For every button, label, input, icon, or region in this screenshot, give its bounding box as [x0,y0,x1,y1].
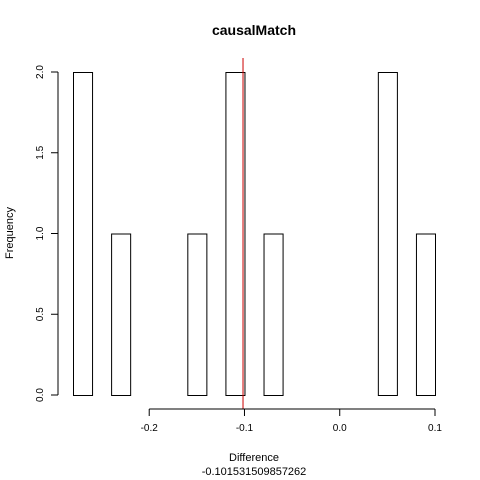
histogram-bar [263,233,284,396]
y-tick-label: 0.5 [35,307,46,321]
histogram-bar [225,72,246,396]
x-axis: -0.2 -0.1 0.0 0.1 [141,408,442,434]
histogram-bar [111,233,132,396]
y-axis-label: Frequency [4,207,16,259]
x-axis-subtitle: -0.101531509857262 [202,466,307,478]
chart-title: causalMatch [212,22,296,38]
y-axis: 0.0 0.5 1.0 1.5 2.0 [35,65,59,402]
y-tick-label: 2.0 [35,65,46,79]
x-tick-label: 0.1 [428,423,442,434]
y-tick-label: 1.5 [35,145,46,159]
histogram-bar [73,72,94,396]
x-tick-label: -0.1 [236,423,254,434]
y-tick-label: 1.0 [35,226,46,240]
histogram-bar [377,72,398,396]
y-tick-label: 0.0 [35,388,46,402]
x-axis-label: Difference [229,452,279,464]
bars-group [73,72,436,396]
histogram-bar [415,233,436,396]
histogram-bar [187,233,208,396]
x-tick-label: 0.0 [333,423,347,434]
x-tick-label: -0.2 [141,423,159,434]
